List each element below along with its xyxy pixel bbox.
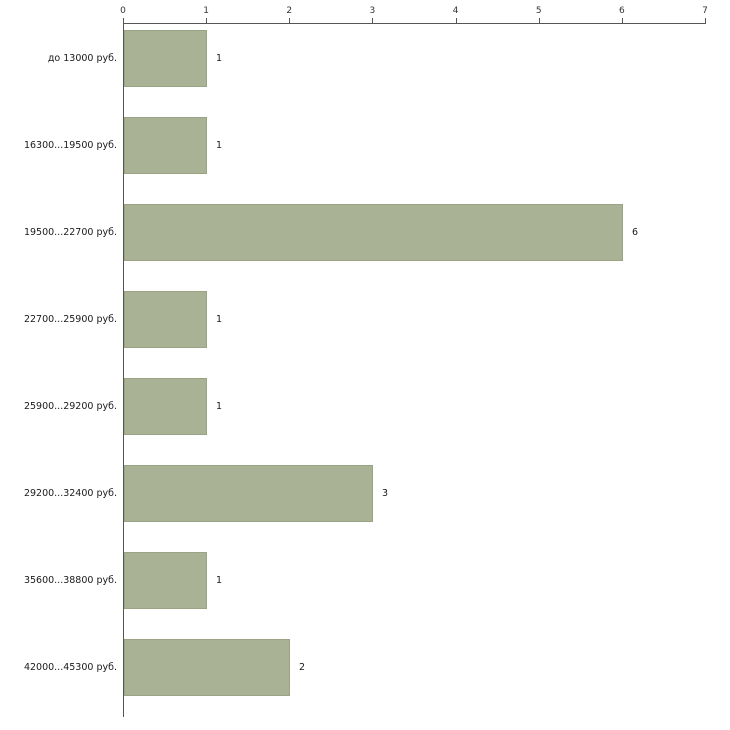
x-tick-mark — [289, 18, 291, 23]
x-tick-mark — [123, 18, 124, 23]
category-label: 42000...45300 руб. — [23, 662, 117, 673]
x-tick-mark — [705, 18, 706, 23]
y-axis-line — [123, 23, 124, 717]
bar-row: 35600...38800 руб. 1 — [0, 552, 730, 609]
x-tick-label: 7 — [702, 6, 708, 16]
x-tick-label: 1 — [203, 6, 210, 16]
x-tick-label: 0 — [120, 6, 126, 16]
bar-row: 29200...32400 руб. 3 — [0, 465, 730, 522]
category-label: 22700...25900 руб. — [23, 314, 117, 325]
value-label: 6 — [632, 227, 639, 238]
bar-row: 16300...19500 руб. 1 — [0, 117, 730, 174]
category-label: 25900...29200 руб. — [23, 401, 117, 412]
value-label: 3 — [382, 488, 389, 499]
x-tick-mark — [621, 18, 623, 23]
bar — [124, 465, 373, 522]
value-label: 1 — [216, 53, 223, 64]
x-tick-mark — [455, 18, 457, 23]
category-label: до 13000 руб. — [47, 53, 117, 64]
category-label: 35600...38800 руб. — [23, 575, 117, 586]
bar — [124, 552, 207, 609]
bar-row: 42000...45300 руб. 2 — [0, 639, 730, 696]
bar — [124, 204, 623, 261]
category-label: 29200...32400 руб. — [23, 488, 117, 499]
bar — [124, 291, 207, 348]
x-tick-mark — [538, 18, 540, 23]
x-axis-line — [123, 23, 706, 24]
bar — [124, 117, 207, 174]
value-label: 1 — [216, 314, 223, 325]
bar-row: 19500...22700 руб. 6 — [0, 204, 730, 261]
x-tick-label: 5 — [535, 6, 542, 16]
x-tick-label: 4 — [452, 6, 459, 16]
x-tick-label: 2 — [286, 6, 293, 16]
x-tick-label: 3 — [369, 6, 376, 16]
x-tick-mark — [372, 18, 374, 23]
bar — [124, 30, 207, 87]
bar-row: до 13000 руб. 1 — [0, 30, 730, 87]
x-tick-mark — [206, 18, 208, 23]
category-label: 16300...19500 руб. — [23, 140, 117, 151]
value-label: 1 — [216, 140, 223, 151]
value-label: 2 — [299, 662, 306, 673]
bar — [124, 639, 290, 696]
x-tick-label: 6 — [618, 6, 625, 16]
value-label: 1 — [216, 401, 223, 412]
bar-row: 22700...25900 руб. 1 — [0, 291, 730, 348]
category-label: 19500...22700 руб. — [23, 227, 117, 238]
bar-row: 25900...29200 руб. 1 — [0, 378, 730, 435]
bar — [124, 378, 207, 435]
value-label: 1 — [216, 575, 223, 586]
